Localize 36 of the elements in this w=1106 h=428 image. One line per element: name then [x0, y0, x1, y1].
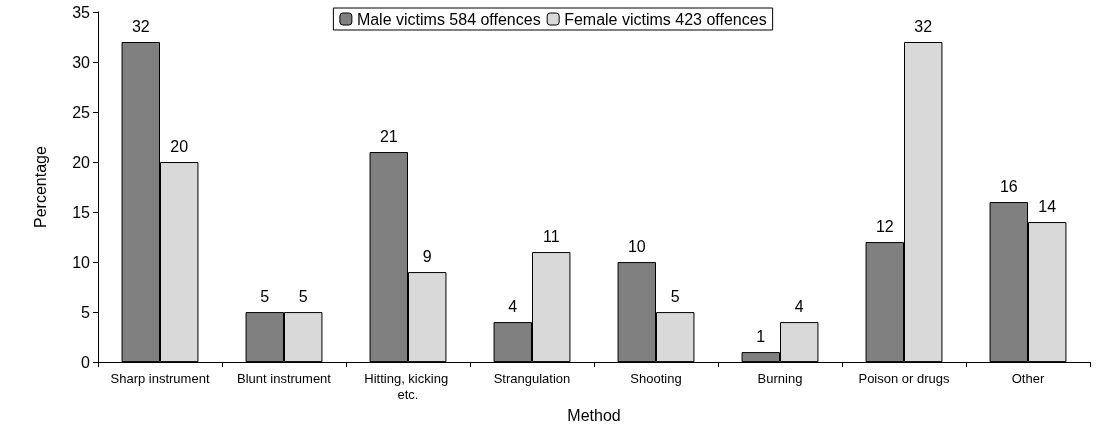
y-tick-label: 5	[81, 303, 91, 321]
legend-label: Female victims 423 offences	[564, 10, 767, 28]
data-label: 14	[1038, 197, 1057, 215]
data-label: 21	[379, 127, 398, 145]
data-label: 16	[999, 177, 1018, 195]
data-label: 12	[875, 217, 894, 235]
data-label: 10	[627, 237, 646, 255]
x-tick-label: Shooting	[630, 370, 682, 386]
y-tick-label: 25	[72, 103, 91, 121]
y-tick-label: 10	[72, 253, 91, 271]
x-tick-label: Other	[1011, 370, 1045, 386]
y-axis-title: Percentage	[31, 146, 49, 228]
x-tick-label: Hitting, kicking etc.	[364, 370, 452, 402]
data-label: 9	[422, 247, 432, 265]
data-label: 5	[298, 287, 308, 305]
data-label: 20	[170, 137, 189, 155]
data-label: 1	[756, 327, 766, 345]
y-tick-label: 20	[72, 153, 91, 171]
data-label: 5	[670, 287, 680, 305]
data-label: 32	[131, 17, 150, 35]
x-tick-label: Blunt instrument	[237, 370, 332, 386]
x-tick-label: Strangulation	[493, 370, 571, 386]
x-tick-label: Sharp instrument	[110, 370, 210, 386]
x-axis-title: Method	[567, 406, 621, 424]
data-label: 32	[914, 17, 933, 35]
y-tick-label: 30	[72, 53, 91, 71]
data-label: 5	[260, 287, 270, 305]
data-label: 4	[794, 297, 804, 315]
x-tick-label: Burning	[757, 370, 803, 386]
legend-label: Male victims 584 offences	[356, 10, 541, 28]
y-tick-label: 15	[72, 203, 91, 221]
x-tick-label: Poison or drugs	[858, 370, 951, 386]
data-label: 11	[542, 227, 560, 245]
y-tick-label: 0	[81, 353, 91, 371]
y-tick-label: 35	[72, 3, 91, 21]
data-label: 4	[508, 297, 518, 315]
